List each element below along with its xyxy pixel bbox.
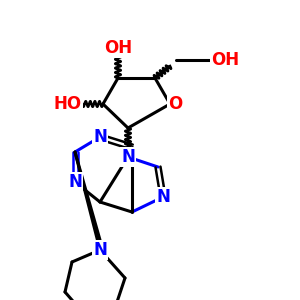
Text: N: N — [121, 148, 135, 166]
Text: HO: HO — [54, 95, 82, 113]
Text: OH: OH — [211, 51, 239, 69]
Text: N: N — [93, 241, 107, 259]
Text: O: O — [168, 95, 182, 113]
Text: OH: OH — [104, 39, 132, 57]
Text: N: N — [68, 173, 82, 191]
Text: N: N — [156, 188, 170, 206]
Text: N: N — [93, 128, 107, 146]
